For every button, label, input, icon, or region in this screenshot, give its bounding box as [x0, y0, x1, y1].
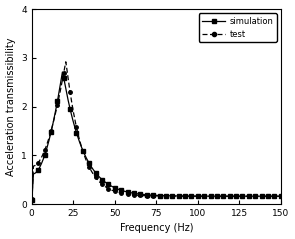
Y-axis label: Acceleration transmissibility: Acceleration transmissibility [6, 37, 16, 176]
X-axis label: Frequency (Hz): Frequency (Hz) [119, 223, 193, 234]
Legend: simulation, test: simulation, test [199, 13, 277, 42]
